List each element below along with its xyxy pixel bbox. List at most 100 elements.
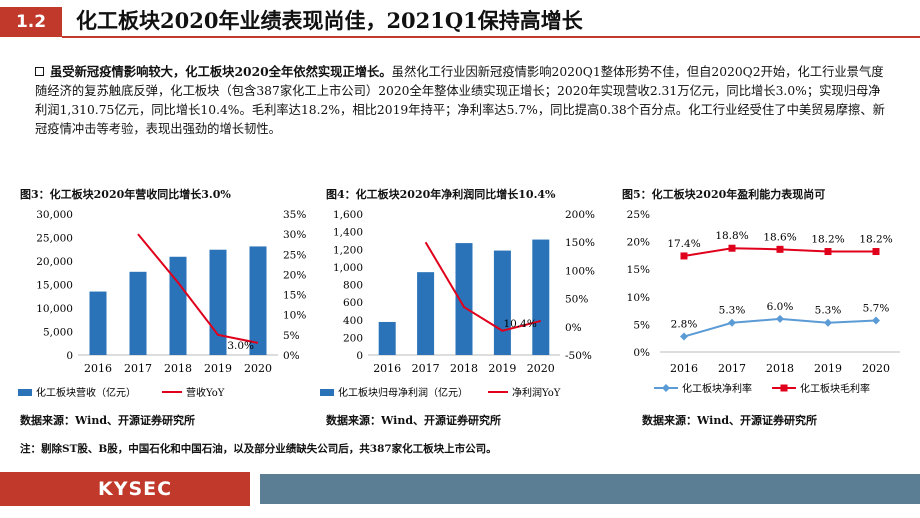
y-tick-label: 25% <box>627 209 650 221</box>
net-margin-point <box>872 316 880 325</box>
yoy-line <box>137 233 259 344</box>
y-tick-label: 20% <box>627 237 650 249</box>
net-margin-point <box>680 332 688 341</box>
bar <box>89 291 107 355</box>
x-tick-label: 2019 <box>204 362 232 375</box>
y-left-tick-label: 1,000 <box>333 262 363 274</box>
y-right-tick-label: 35% <box>283 209 306 221</box>
summary-lead: 虽受新冠疫情影响较大，化工板块2020全年依然实现正增长。 <box>50 64 392 79</box>
y-right-tick-label: 25% <box>283 249 306 261</box>
yoy-line <box>424 241 542 332</box>
x-tick-label: 2017 <box>718 362 746 375</box>
data-label: 18.2% <box>811 234 844 246</box>
y-right-tick-label: -50% <box>565 350 592 362</box>
data-label: 18.2% <box>859 234 892 246</box>
fig3-chart: 0 5,000 10,000 15,000 20,000 25,000 30,000 0% 5%… <box>18 209 306 399</box>
fig3-source: 数据来源：Wind、开源证券研究所 <box>20 414 196 427</box>
data-label: 18.8% <box>715 230 748 242</box>
x-tick-label: 2020 <box>244 362 272 375</box>
y-left-tick-label: 1,600 <box>333 209 363 221</box>
data-label: 6.0% <box>767 301 794 313</box>
x-tick-label: 2019 <box>488 362 516 375</box>
y-right-tick-label: 5% <box>283 330 300 342</box>
x-tick-label: 2017 <box>124 362 152 375</box>
data-label: 3.0% <box>227 340 254 352</box>
legend-swatch-bar <box>320 389 334 396</box>
net-margin-point <box>728 318 736 327</box>
y-left-tick-label: 1,200 <box>333 244 363 256</box>
x-tick-label: 2018 <box>766 362 794 375</box>
gross-margin-point <box>872 248 880 256</box>
y-right-tick-label: 0% <box>565 322 582 334</box>
bar <box>249 246 267 355</box>
x-tick-label: 2016 <box>670 362 698 375</box>
net-margin-point <box>776 314 784 323</box>
bar <box>417 272 435 355</box>
data-label: 17.4% <box>667 238 700 250</box>
bar <box>169 256 187 355</box>
y-tick-label: 0% <box>633 347 650 359</box>
legend-label: 化工板块毛利率 <box>800 382 870 395</box>
y-left-tick-label: 25,000 <box>36 233 73 245</box>
fig5-chart: 0% 5% 10% 15% 20% 25% 2016 2017 2018 2019 2020 2.8%… <box>627 209 900 395</box>
y-left-tick-label: 30,000 <box>36 209 73 221</box>
gross-margin-point <box>680 252 688 260</box>
x-tick-label: 2017 <box>412 362 440 375</box>
legend-marker-gross <box>780 384 788 392</box>
section-number: 1.2 <box>0 7 62 37</box>
bar <box>129 271 147 355</box>
legend-label: 净利润YoY <box>512 386 561 399</box>
bar <box>378 321 396 355</box>
y-left-tick-label: 800 <box>343 280 363 292</box>
y-left-tick-label: 5,000 <box>43 327 73 339</box>
y-right-tick-label: 50% <box>565 294 588 306</box>
y-tick-label: 10% <box>627 292 650 304</box>
legend-label: 化工板块归母净利润（亿元） <box>338 386 468 399</box>
y-left-tick-label: 20,000 <box>36 256 73 268</box>
bar <box>209 249 227 355</box>
bar <box>455 243 473 355</box>
footer-brand-bar <box>0 472 250 506</box>
y-right-tick-label: 20% <box>283 269 306 281</box>
fig5-title: 图5：化工板块2020年盈利能力表现尚可 <box>622 188 826 201</box>
summary-paragraph: 虽受新冠疫情影响较大，化工板块2020全年依然实现正增长。虽然化工行业因新冠疫情… <box>35 62 887 139</box>
fig4-title: 图4：化工板块2020年净利润同比增长10.4% <box>326 188 556 201</box>
data-label: 5.7% <box>863 303 890 315</box>
fig5-source: 数据来源：Wind、开源证券研究所 <box>642 414 818 427</box>
legend-label: 化工板块营收（亿元） <box>36 386 136 399</box>
x-tick-label: 2020 <box>862 362 890 375</box>
legend-marker-net <box>662 384 670 392</box>
x-tick-label: 2020 <box>527 362 555 375</box>
data-label: 5.3% <box>815 305 842 317</box>
y-tick-label: 15% <box>627 264 650 276</box>
data-label: 2.8% <box>671 319 698 331</box>
bar <box>532 239 550 355</box>
y-left-tick-label: 400 <box>343 315 363 327</box>
y-right-tick-label: 15% <box>283 290 306 302</box>
x-tick-label: 2016 <box>84 362 112 375</box>
y-right-tick-label: 30% <box>283 229 306 241</box>
gross-margin-point <box>776 245 784 253</box>
square-bullet-icon <box>35 67 44 76</box>
fig4-source: 数据来源：Wind、开源证券研究所 <box>326 414 502 427</box>
gross-margin-point <box>824 248 832 256</box>
y-left-tick-label: 600 <box>343 297 363 309</box>
legend-label: 化工板块净利率 <box>682 382 752 395</box>
data-label: 5.3% <box>719 305 746 317</box>
fig3-title: 图3：化工板块2020年营收同比增长3.0% <box>20 188 231 201</box>
x-tick-label: 2018 <box>450 362 478 375</box>
x-tick-label: 2019 <box>814 362 842 375</box>
y-left-tick-label: 0 <box>356 350 363 362</box>
y-left-tick-label: 1,400 <box>333 227 363 239</box>
fig4-chart: 0 200 400 600 800 1,000 1,200 1,400 1,600 -50% 0% 5… <box>320 209 595 399</box>
net-margin-point <box>824 318 832 327</box>
footnote: 注：剔除ST股、B股，中国石化和中国石油，以及部分业绩缺失公司后，共387家化工… <box>20 443 497 455</box>
legend-label: 营收YoY <box>186 386 225 399</box>
summary-body: 虽然化工行业因新冠疫情影响2020Q1整体形势不佳，但自2020Q2开始，化工行… <box>35 65 885 136</box>
y-right-tick-label: 150% <box>565 237 595 249</box>
footer-bar <box>260 474 920 504</box>
y-tick-label: 5% <box>633 319 650 331</box>
page-title: 化工板块2020年业绩表现尚佳，2021Q1保持高增长 <box>76 8 583 33</box>
bar <box>493 250 511 355</box>
header-divider <box>62 36 920 38</box>
